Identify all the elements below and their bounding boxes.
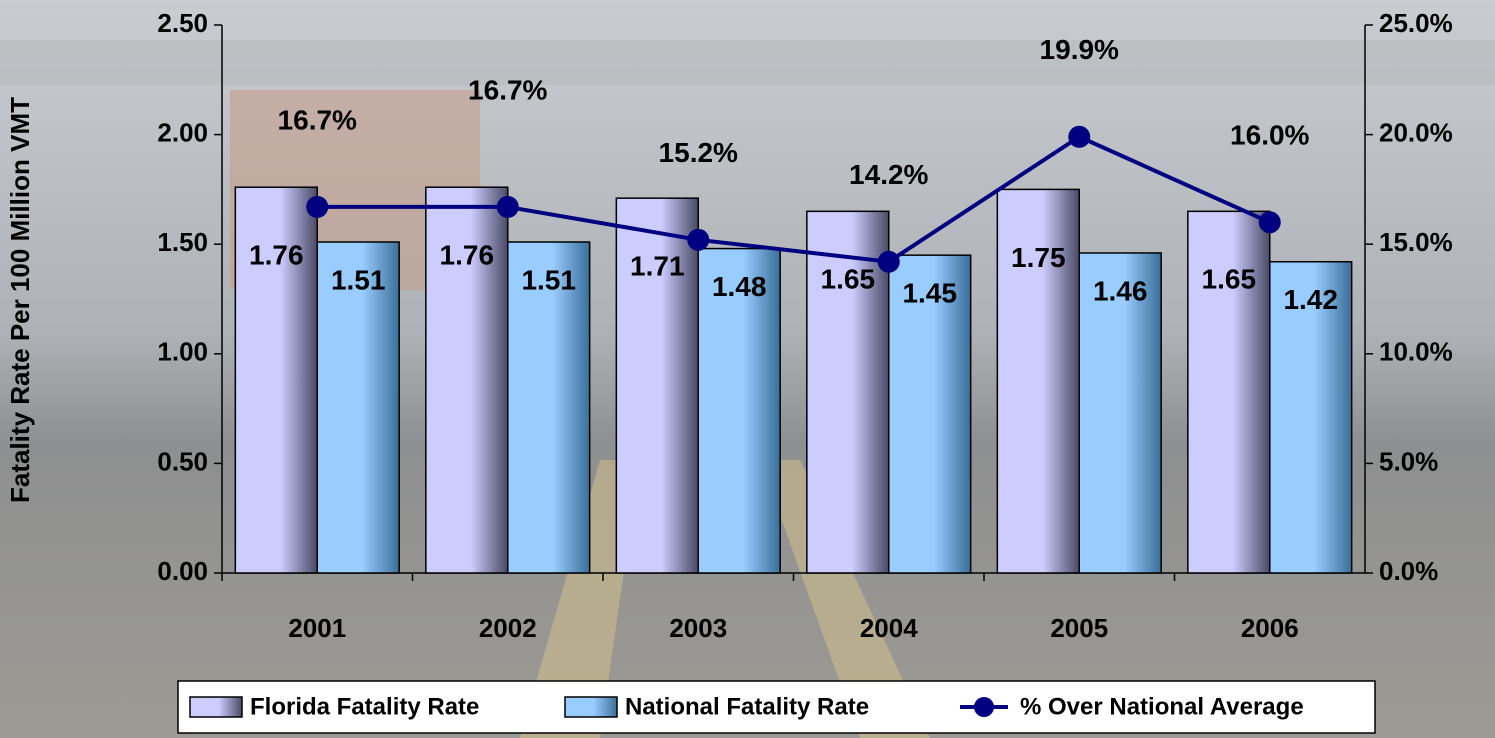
legend-label: % Over National Average bbox=[1020, 693, 1304, 720]
line-marker bbox=[878, 251, 900, 273]
line-label: 16.0% bbox=[1230, 120, 1309, 151]
overpass bbox=[0, 40, 1495, 85]
bar-label: 1.76 bbox=[249, 240, 304, 271]
line-label: 15.2% bbox=[659, 137, 738, 168]
y2-tick-label: 20.0% bbox=[1379, 117, 1453, 147]
y-tick-label: 1.50 bbox=[157, 227, 208, 257]
x-tick-label: 2004 bbox=[860, 613, 918, 643]
line-marker bbox=[1259, 211, 1281, 233]
y2-tick-label: 10.0% bbox=[1379, 337, 1453, 367]
bar-label: 1.46 bbox=[1093, 275, 1148, 306]
bar-label: 1.76 bbox=[440, 240, 495, 271]
line-marker bbox=[497, 196, 519, 218]
line-label: 14.2% bbox=[849, 159, 928, 190]
legend-label: Florida Fatality Rate bbox=[250, 693, 479, 720]
chart: Fatality Rate Per 100 Million VMT 0.00 0.… bbox=[0, 0, 1495, 738]
bar-label: 1.45 bbox=[902, 278, 957, 309]
legend-swatch bbox=[190, 697, 242, 717]
bar-label: 1.65 bbox=[821, 264, 876, 295]
line-label: 19.9% bbox=[1040, 34, 1119, 65]
y-tick-label: 2.50 bbox=[157, 8, 208, 38]
x-tick-label: 2001 bbox=[288, 613, 346, 643]
line-marker bbox=[1068, 126, 1090, 148]
y-tick-label: 1.00 bbox=[157, 337, 208, 367]
y-tick-label: 2.00 bbox=[157, 117, 208, 147]
x-tick-label: 2002 bbox=[479, 613, 537, 643]
x-tick-label: 2006 bbox=[1241, 613, 1299, 643]
x-tick-label: 2005 bbox=[1050, 613, 1108, 643]
bar-label: 1.42 bbox=[1283, 284, 1338, 315]
line-marker bbox=[687, 229, 709, 251]
legend-marker bbox=[974, 697, 994, 717]
y-axis-title: Fatality Rate Per 100 Million VMT bbox=[5, 97, 35, 503]
y2-tick-label: 15.0% bbox=[1379, 227, 1453, 257]
y2-tick-label: 5.0% bbox=[1379, 446, 1438, 476]
bar-label: 1.71 bbox=[630, 251, 685, 282]
bar-label: 1.65 bbox=[1202, 264, 1257, 295]
legend-swatch bbox=[565, 697, 617, 717]
y2-tick-label: 0.0% bbox=[1379, 556, 1438, 586]
y2-tick-label: 25.0% bbox=[1379, 8, 1453, 38]
y-tick-label: 0.00 bbox=[157, 556, 208, 586]
line-label: 16.7% bbox=[468, 74, 547, 105]
legend-label: National Fatality Rate bbox=[625, 693, 869, 720]
bar-label: 1.51 bbox=[521, 264, 576, 295]
line-label: 16.7% bbox=[278, 104, 357, 135]
bar-label: 1.75 bbox=[1011, 242, 1066, 273]
y-tick-label: 0.50 bbox=[157, 446, 208, 476]
x-tick-label: 2003 bbox=[669, 613, 727, 643]
bar-label: 1.51 bbox=[331, 264, 386, 295]
line-marker bbox=[306, 196, 328, 218]
bar-label: 1.48 bbox=[712, 271, 767, 302]
